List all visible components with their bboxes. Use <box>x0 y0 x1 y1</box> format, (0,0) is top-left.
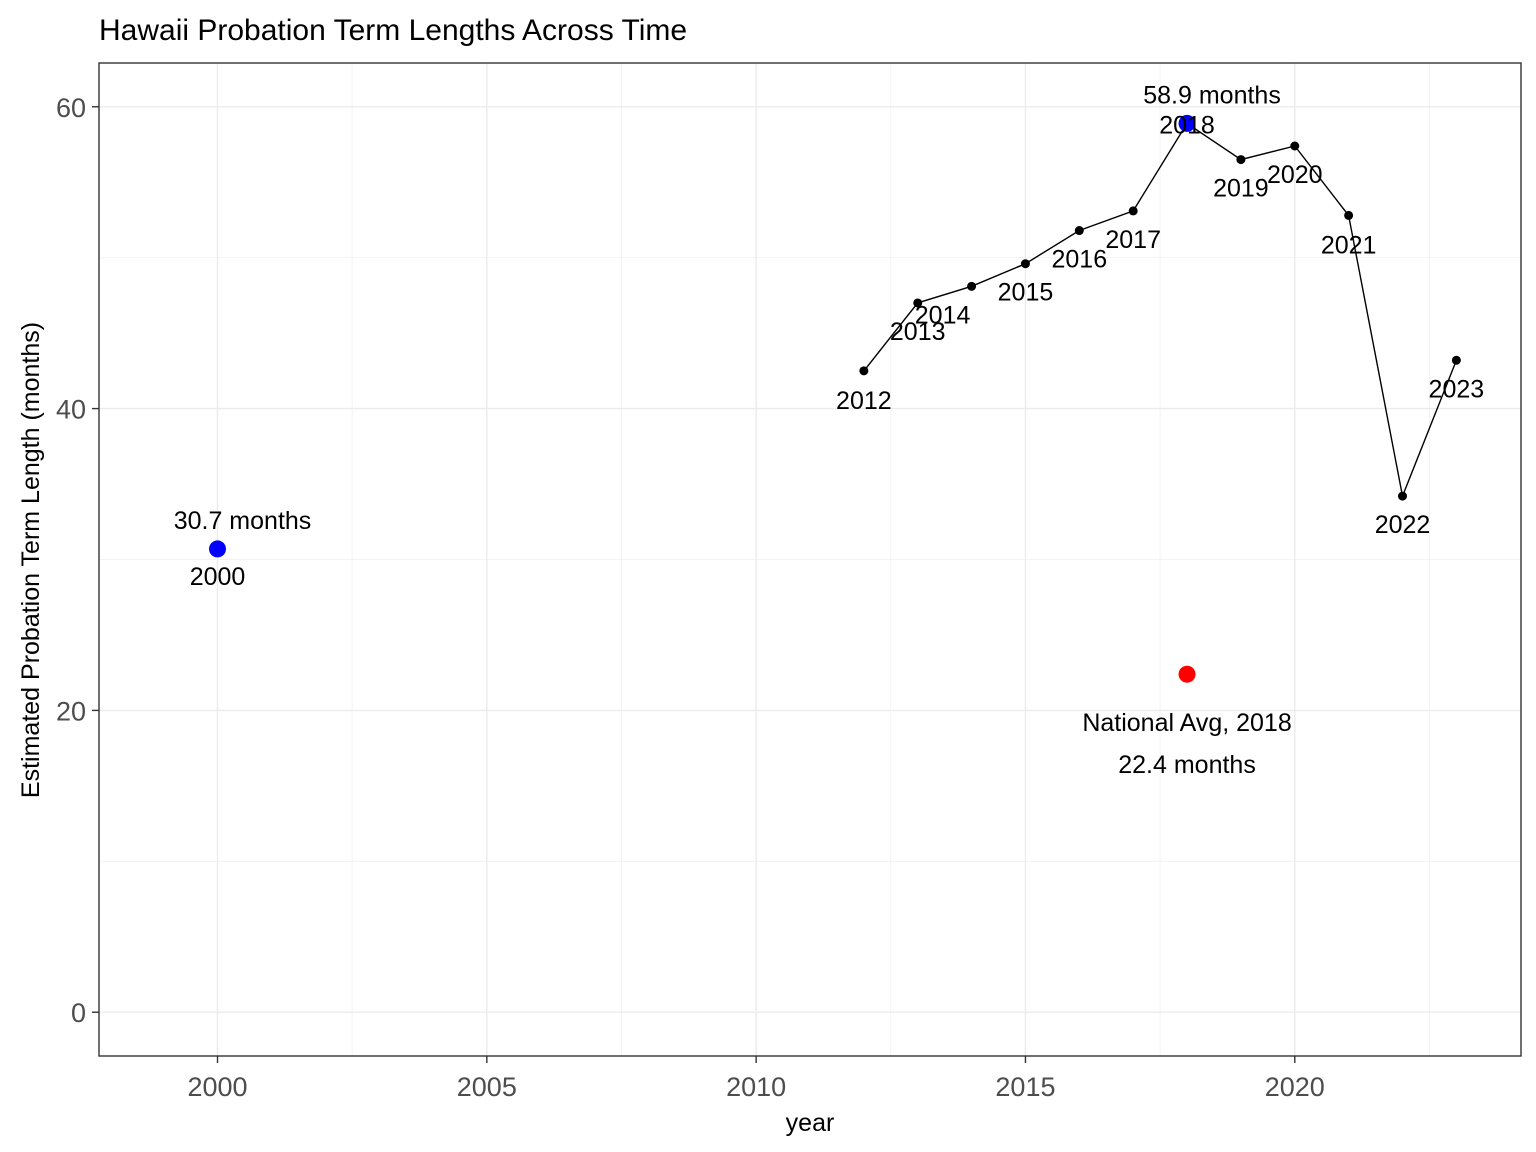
highlight-point <box>1178 114 1196 132</box>
point-label-2016: 2016 <box>1052 246 1108 274</box>
y-axis-title: Estimated Probation Term Length (months) <box>17 322 45 798</box>
data-point-2023 <box>1451 355 1461 365</box>
data-point-2022 <box>1398 491 1407 501</box>
y-axis: 0 20 40 60 <box>56 93 99 1028</box>
highlight-year-label: 2000 <box>190 563 246 591</box>
y-tick-label: 60 <box>56 93 86 123</box>
point-label-2014: 2014 <box>915 301 971 329</box>
point-label-2013: 2013 <box>890 318 946 346</box>
data-point-2019 <box>1236 155 1246 165</box>
point-label-2017: 2017 <box>1105 226 1161 254</box>
point-label-2018: 2018 <box>1159 111 1215 139</box>
point-label-2021: 2021 <box>1321 231 1377 259</box>
point-label-2015: 2015 <box>998 279 1054 307</box>
point-label-2020: 2020 <box>1267 161 1323 189</box>
highlight-layer <box>209 114 1196 683</box>
x-tick-label: 2000 <box>187 1072 247 1102</box>
x-axis: 2000 2005 2010 2015 2020 <box>187 1056 1325 1102</box>
national-avg-label: National Avg, 2018 <box>1082 709 1291 737</box>
national-avg-value-label: 22.4 months <box>1118 751 1256 779</box>
highlight-point <box>209 540 226 558</box>
highlight-point <box>1178 665 1196 683</box>
y-tick-label: 40 <box>56 395 86 425</box>
data-point-2015 <box>1020 259 1030 269</box>
x-tick-label: 2005 <box>457 1072 517 1102</box>
y-tick-label: 0 <box>71 998 86 1028</box>
x-tick-label: 2015 <box>995 1072 1055 1102</box>
chart-title: Hawaii Probation Term Lengths Across Tim… <box>99 14 687 47</box>
data-point-2014 <box>967 281 977 291</box>
x-tick-label: 2010 <box>726 1072 786 1102</box>
data-point-2020 <box>1290 141 1300 151</box>
x-tick-label: 2020 <box>1265 1072 1325 1102</box>
data-point-2017 <box>1128 206 1138 216</box>
data-point-2016 <box>1074 226 1084 236</box>
data-point-2013 <box>913 298 923 308</box>
data-point-2021 <box>1344 210 1354 220</box>
point-label-2022: 2022 <box>1375 511 1431 539</box>
point-label-2023: 2023 <box>1429 375 1485 403</box>
y-tick-label: 20 <box>56 696 86 726</box>
x-axis-title: year <box>786 1109 835 1137</box>
data-point-2012 <box>859 366 869 376</box>
point-label-2019: 2019 <box>1213 175 1269 203</box>
point-label-2012: 2012 <box>836 387 892 415</box>
plot-panel <box>98 62 1522 1057</box>
highlight-value-label: 58.9 months <box>1143 81 1281 109</box>
series-line <box>863 122 1458 499</box>
highlight-value-label: 30.7 months <box>174 507 312 535</box>
gridlines <box>99 63 1521 1056</box>
